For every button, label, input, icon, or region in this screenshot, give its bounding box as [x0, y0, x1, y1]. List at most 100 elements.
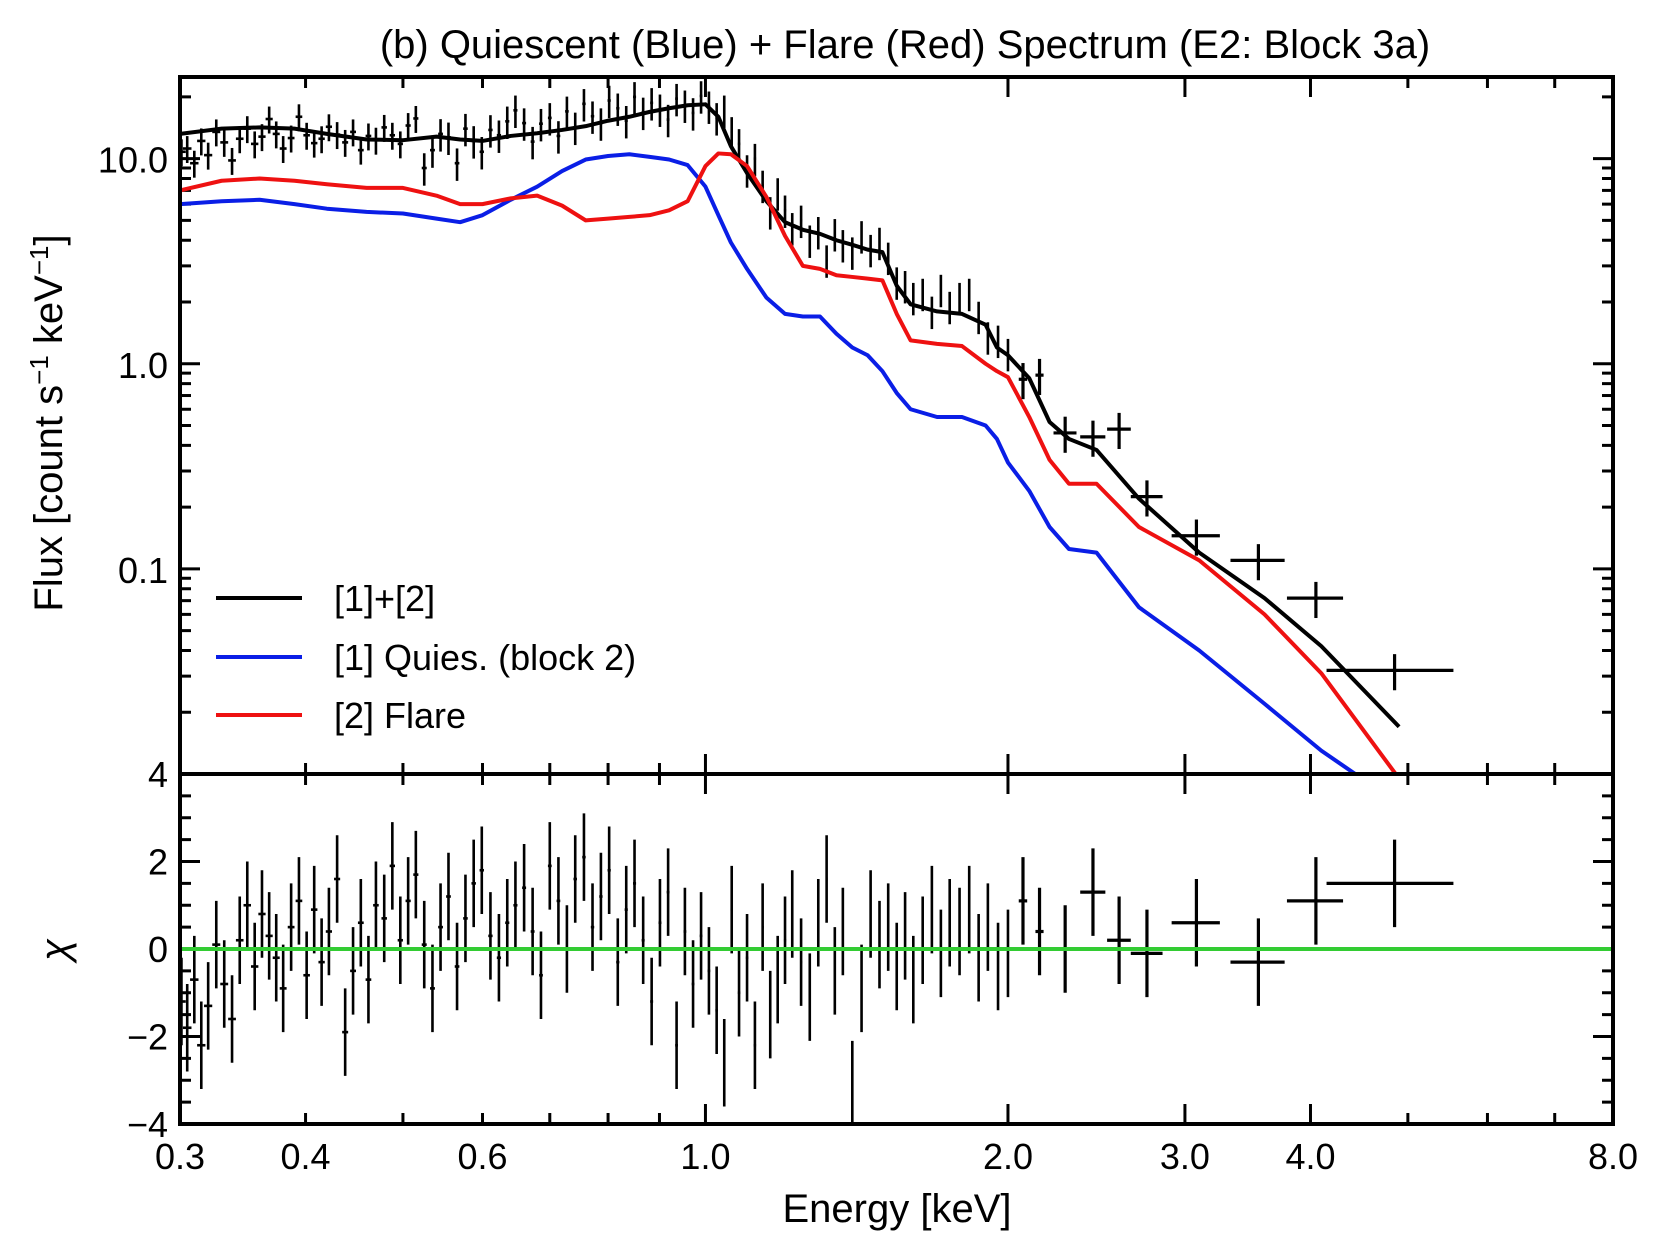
residual-data-point [666, 848, 670, 936]
spectrum-data-point [539, 108, 543, 142]
residual-data-point [325, 887, 333, 976]
legend-entry-flare: [2] Flare [216, 695, 466, 736]
residual-data-point [632, 839, 637, 928]
residual-data-point [334, 835, 341, 923]
residual-data-point [197, 1001, 206, 1089]
spectrum-data-point [365, 123, 372, 151]
spectrum-data-point [1107, 412, 1131, 450]
spectrum-data-point [1286, 581, 1344, 619]
residual-data-point [303, 931, 310, 1019]
spectrum-data-point [220, 129, 229, 157]
x-tick-label: 0.4 [281, 1136, 331, 1177]
y-tick-label: 4 [148, 754, 168, 795]
spectrum-data-point [357, 137, 364, 165]
x-tick-label: 0.3 [155, 1136, 205, 1177]
spectrum-data-point [303, 122, 310, 150]
spectrum-data-point [488, 115, 493, 148]
residual-data-point [446, 852, 451, 941]
residual-data-point [607, 826, 611, 914]
residual-data-point [650, 957, 654, 1046]
residual-frame [178, 772, 1615, 1126]
residual-data-point [471, 839, 476, 928]
residual-data-point [547, 822, 552, 910]
spectrum-data-point [948, 291, 951, 325]
spectrum-data-point [939, 274, 943, 308]
chart-title: (b) Quiescent (Blue) + Flare (Red) Spect… [380, 23, 1430, 67]
residual-data-point [590, 883, 595, 971]
residual-data-point [1130, 909, 1163, 998]
spectrum-data-point [790, 213, 794, 246]
residual-data-point [878, 900, 881, 989]
y-tick-label: 0 [148, 929, 168, 970]
residual-data-point [405, 857, 411, 945]
x-tick-label: 1.0 [680, 1136, 730, 1177]
residual-data-point [616, 918, 620, 1006]
residual-data-point [556, 857, 561, 945]
spectrum-data-point [342, 129, 349, 157]
residual-data-point [295, 857, 303, 945]
spectrum-data-point [350, 119, 356, 147]
spectrum-data-point [1035, 358, 1044, 396]
spectrum-data-point [1080, 420, 1106, 457]
residual-data-point [816, 879, 820, 967]
spectrum-data-point [381, 114, 387, 142]
spectrum-data-point [833, 219, 837, 252]
x-tick-label: 8.0 [1588, 1136, 1638, 1177]
residual-data-point [258, 870, 266, 958]
residual-data-point [1018, 857, 1028, 945]
residual-data-point [582, 813, 586, 901]
residual-data-point [357, 879, 364, 967]
y-tick-label: 1.0 [118, 345, 168, 386]
spectrum-data-point [650, 88, 654, 121]
spectrum-data-point [607, 85, 611, 119]
spectrum-data-point [1326, 654, 1454, 691]
y-tick-label: 10.0 [98, 140, 168, 181]
spectrum-data-point [699, 81, 703, 114]
residual-data-point [251, 922, 259, 1011]
residual-data-point [1286, 857, 1344, 945]
spectrum-data-point [977, 301, 980, 335]
spectrum-data-point [325, 114, 333, 142]
residual-data-point [753, 1001, 757, 1089]
residual-data-point [212, 900, 221, 989]
spectrum-data-point [295, 104, 303, 132]
residual-data-point [658, 879, 662, 967]
residual-data-point [841, 887, 845, 976]
spectrum-data-point [190, 150, 199, 178]
residual-data-point [707, 927, 711, 1015]
residual-data-point [833, 927, 837, 1015]
spectrum-data-point [430, 135, 435, 168]
x-tick-label: 0.6 [457, 1136, 507, 1177]
residual-data-point [903, 892, 907, 980]
residual-data-point [977, 914, 980, 1002]
residual-plot-area [180, 813, 1613, 1124]
spectrum-model-curves [180, 102, 1401, 774]
residual-data-point [691, 940, 695, 1028]
residual-data-point [939, 909, 943, 998]
spectrum-data-point [505, 106, 510, 140]
residual-data-point [1326, 839, 1454, 928]
spectrum-data-point [405, 113, 411, 141]
spectrum-data-point [204, 142, 213, 170]
residual-data-point [1006, 909, 1010, 998]
spectrum-data-point [582, 89, 586, 122]
residual-data-point [454, 922, 460, 1011]
residual-data-point [421, 900, 427, 989]
legend-label: [2] Flare [334, 695, 466, 736]
spectrum-data-point [318, 126, 325, 154]
residual-data-points [180, 813, 1613, 1124]
spectrum-data-point [590, 101, 595, 134]
residual-data-point [967, 865, 971, 954]
spectrum-data-point [389, 122, 396, 150]
residual-data-point [799, 918, 803, 1006]
spectrum-data-point [279, 136, 287, 164]
residual-data-point [986, 883, 990, 971]
residual-data-point [715, 966, 718, 1054]
residual-data-point [768, 970, 772, 1059]
residual-data-point [641, 896, 645, 984]
spectrum-data-point [776, 178, 779, 211]
residual-data-point [886, 883, 890, 971]
spectrum-data-point [421, 153, 427, 186]
residual-data-point [235, 896, 244, 984]
